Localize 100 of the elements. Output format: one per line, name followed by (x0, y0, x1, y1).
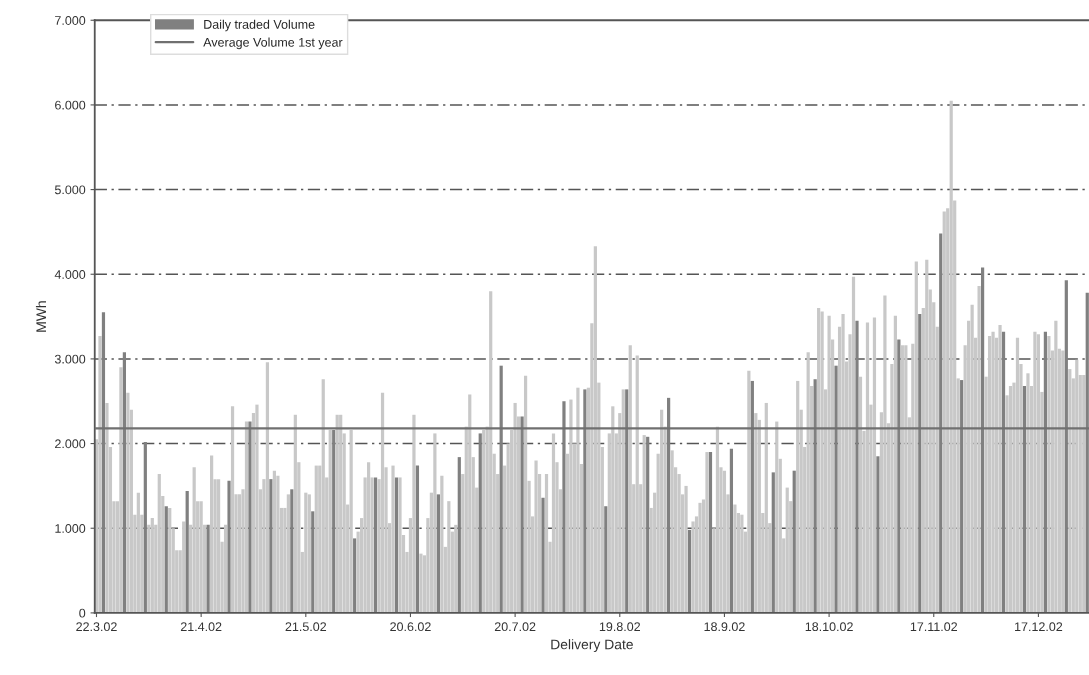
bar (733, 504, 737, 613)
bar (562, 401, 566, 613)
bar (157, 474, 161, 613)
bar (708, 452, 713, 613)
bar (1043, 331, 1047, 613)
bar (440, 475, 444, 613)
bar (621, 389, 625, 613)
bar (321, 379, 325, 613)
bar (771, 472, 775, 613)
bar (876, 456, 880, 613)
y-tick-label: 2.000 (55, 439, 86, 449)
bar (635, 355, 639, 613)
bar (939, 233, 943, 613)
y-tick-label: 5.000 (54, 185, 86, 195)
bar (447, 501, 451, 613)
x-tick-label: 17.12.02 (1015, 622, 1063, 632)
bar (987, 336, 992, 613)
bar (489, 291, 493, 613)
bar (272, 470, 277, 613)
bar (457, 457, 461, 613)
bar (1008, 386, 1013, 613)
x-tick-label: 20.6.02 (390, 622, 431, 632)
bar (119, 367, 123, 613)
bar (754, 413, 758, 613)
bar (332, 430, 336, 613)
bar (419, 553, 423, 613)
bar (918, 314, 922, 613)
bar (722, 470, 727, 613)
bar (210, 455, 214, 613)
bar (1068, 369, 1072, 613)
bar (684, 485, 688, 613)
bar (544, 474, 549, 613)
bar (216, 479, 221, 613)
bar (705, 452, 709, 613)
bar (353, 538, 357, 613)
bar (101, 312, 106, 613)
bar (335, 414, 339, 613)
bar (436, 494, 440, 613)
bar (642, 435, 646, 613)
bar (806, 352, 810, 613)
bar (227, 480, 231, 613)
bar (872, 317, 877, 613)
bar (817, 308, 821, 613)
bar (980, 267, 985, 613)
bar (307, 494, 311, 613)
x-tick-label: 21.5.02 (285, 622, 327, 632)
bar (628, 345, 632, 613)
bar (1036, 334, 1041, 613)
bar (670, 450, 674, 613)
bar (290, 489, 294, 613)
bar (168, 507, 172, 613)
bar (900, 345, 904, 613)
bar (314, 465, 318, 613)
bar (412, 414, 416, 613)
bar (792, 470, 796, 613)
bar (244, 421, 249, 613)
bar (366, 462, 371, 613)
bar (820, 311, 824, 613)
bar (960, 380, 964, 613)
bar (394, 477, 399, 613)
bar (293, 414, 297, 613)
bar (998, 325, 1002, 613)
x-tick-label: 18.10.02 (805, 622, 853, 632)
bar (349, 430, 353, 613)
bar (105, 402, 109, 613)
bar (248, 421, 252, 613)
x-tick-label: 19.8.02 (599, 622, 641, 632)
y-tick-label: 1.000 (55, 524, 86, 533)
bar (398, 477, 402, 613)
bar (715, 426, 720, 613)
bar (182, 521, 186, 613)
bar (1015, 337, 1020, 613)
bar (1001, 331, 1006, 613)
bar (1047, 336, 1051, 613)
bar (164, 506, 168, 613)
y-tick-label: 4.000 (54, 270, 86, 279)
x-tick-label: 17.11.02 (910, 622, 957, 632)
x-tick-label: 20.7.02 (494, 622, 536, 632)
bar (534, 460, 538, 613)
bar (729, 448, 734, 613)
bar (625, 389, 629, 613)
bar (454, 524, 458, 613)
bar (1085, 292, 1089, 613)
bar (311, 511, 315, 613)
bar (468, 394, 472, 613)
x-tick-label: 22.3.02 (76, 622, 117, 632)
bar (977, 286, 981, 613)
bar (230, 406, 235, 613)
bar (858, 376, 863, 613)
bar (380, 392, 385, 613)
bar (286, 494, 290, 613)
bar (883, 295, 887, 613)
bar (126, 392, 130, 613)
bar (750, 380, 754, 613)
bar (604, 506, 608, 613)
bar (813, 379, 817, 613)
bar (576, 387, 580, 613)
bar (764, 402, 768, 613)
bar (796, 380, 800, 613)
y-tick-label: 6.000 (55, 100, 86, 110)
